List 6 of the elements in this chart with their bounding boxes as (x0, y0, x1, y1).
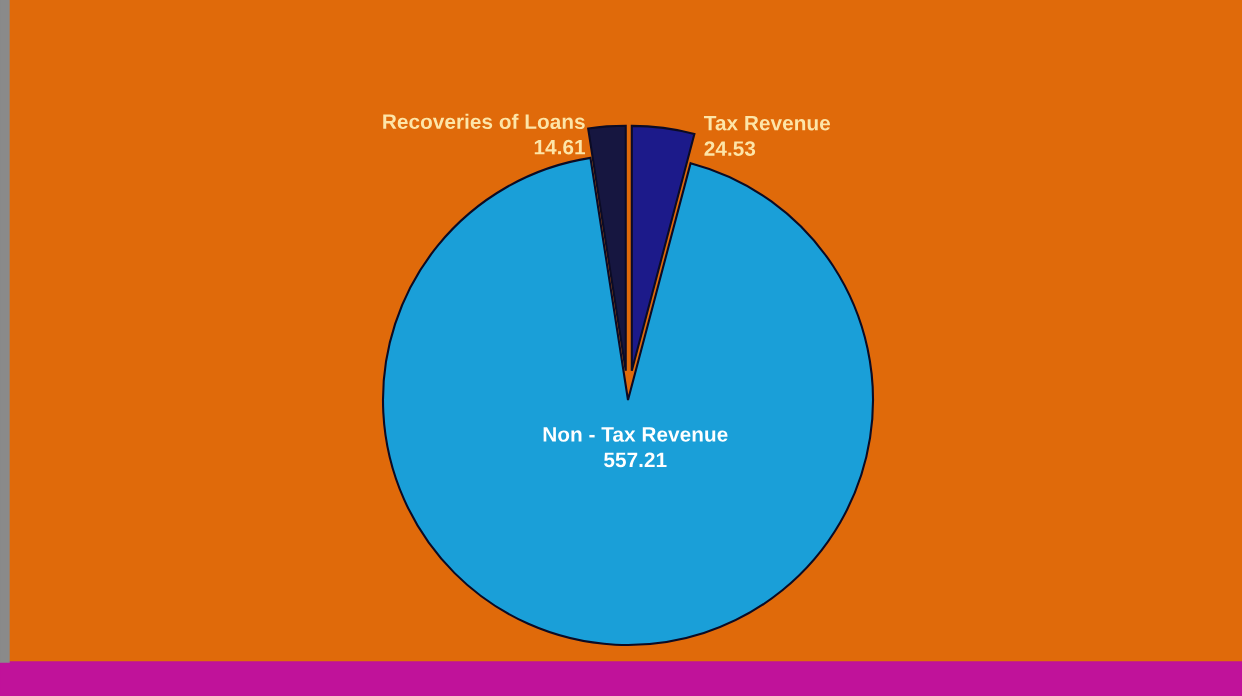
slice-label: Tax Revenue (703, 115, 831, 131)
data-label: 14.61 (534, 139, 586, 155)
slice-label: Recoveries of Loans (383, 113, 585, 130)
slice-label: Non - Tax Revenue (543, 427, 728, 442)
data-label: 557.21 (604, 452, 667, 468)
data-label: 24.53 (704, 141, 756, 156)
